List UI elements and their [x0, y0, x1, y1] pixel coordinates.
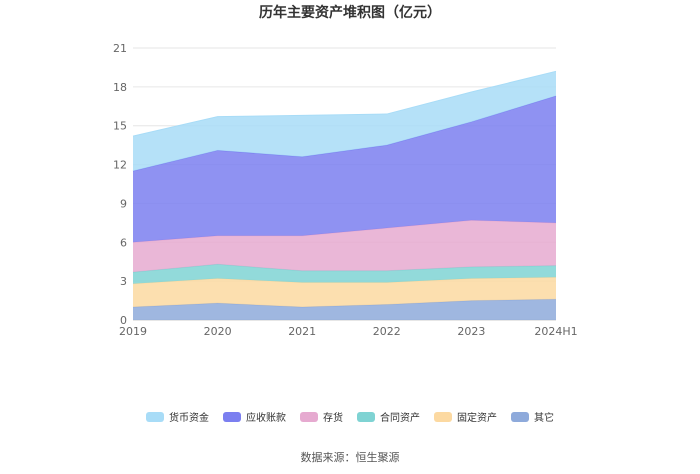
- x-tick-label: 2019: [119, 325, 147, 338]
- legend-item[interactable]: 存货: [300, 411, 343, 424]
- legend-swatch: [434, 412, 452, 422]
- y-tick-label: 3: [120, 275, 127, 288]
- legend-swatch: [146, 412, 164, 422]
- area-存货: [133, 220, 556, 273]
- x-tick-label: 2023: [457, 325, 485, 338]
- area-固定资产: [133, 277, 556, 308]
- y-axis: 0 3 6 9 12 15 18 21: [113, 42, 127, 327]
- area-series: [132, 70, 557, 320]
- area-合同资产: [133, 264, 556, 284]
- chart-title: 历年主要资产堆积图（亿元）: [259, 4, 441, 21]
- legend: 货币资金 应收账款 存货 合同资产 固定资产 其它: [146, 411, 554, 424]
- legend-swatch: [511, 412, 529, 422]
- x-tick-label: 2020: [204, 325, 232, 338]
- legend-label: 固定资产: [457, 411, 497, 424]
- area-货币资金: [133, 71, 556, 172]
- x-tick-label: 2022: [373, 325, 401, 338]
- area-edge-货币资金: [132, 70, 557, 137]
- area-edge-应收账款: [132, 95, 557, 172]
- legend-swatch: [223, 412, 241, 422]
- y-tick-label: 6: [120, 236, 127, 249]
- legend-label: 存货: [323, 411, 343, 424]
- legend-item[interactable]: 其它: [511, 411, 554, 424]
- legend-label: 合同资产: [380, 411, 420, 424]
- x-tick-label: 2021: [288, 325, 316, 338]
- area-edge-存货: [132, 219, 557, 243]
- legend-label: 其它: [534, 411, 554, 424]
- y-tick-label: 18: [113, 81, 127, 94]
- area-应收账款: [133, 95, 556, 243]
- x-axis: 2019 2020 2021 2022 2023 2024H1: [119, 325, 578, 338]
- y-tick-label: 9: [120, 197, 127, 210]
- legend-swatch: [300, 412, 318, 422]
- y-tick-label: 12: [113, 159, 127, 172]
- legend-item[interactable]: 应收账款: [223, 411, 286, 424]
- y-tick-label: 0: [120, 314, 127, 327]
- legend-item[interactable]: 货币资金: [146, 411, 209, 424]
- y-tick-label: 15: [113, 120, 127, 133]
- legend-item[interactable]: 合同资产: [357, 411, 420, 424]
- source-note: 数据来源：恒生聚源: [301, 450, 400, 464]
- y-tick-label: 21: [113, 42, 127, 55]
- x-tick-label: 2024H1: [534, 325, 577, 338]
- legend-swatch: [357, 412, 375, 422]
- legend-item[interactable]: 固定资产: [434, 411, 497, 424]
- legend-label: 应收账款: [246, 411, 286, 424]
- legend-label: 货币资金: [169, 411, 209, 424]
